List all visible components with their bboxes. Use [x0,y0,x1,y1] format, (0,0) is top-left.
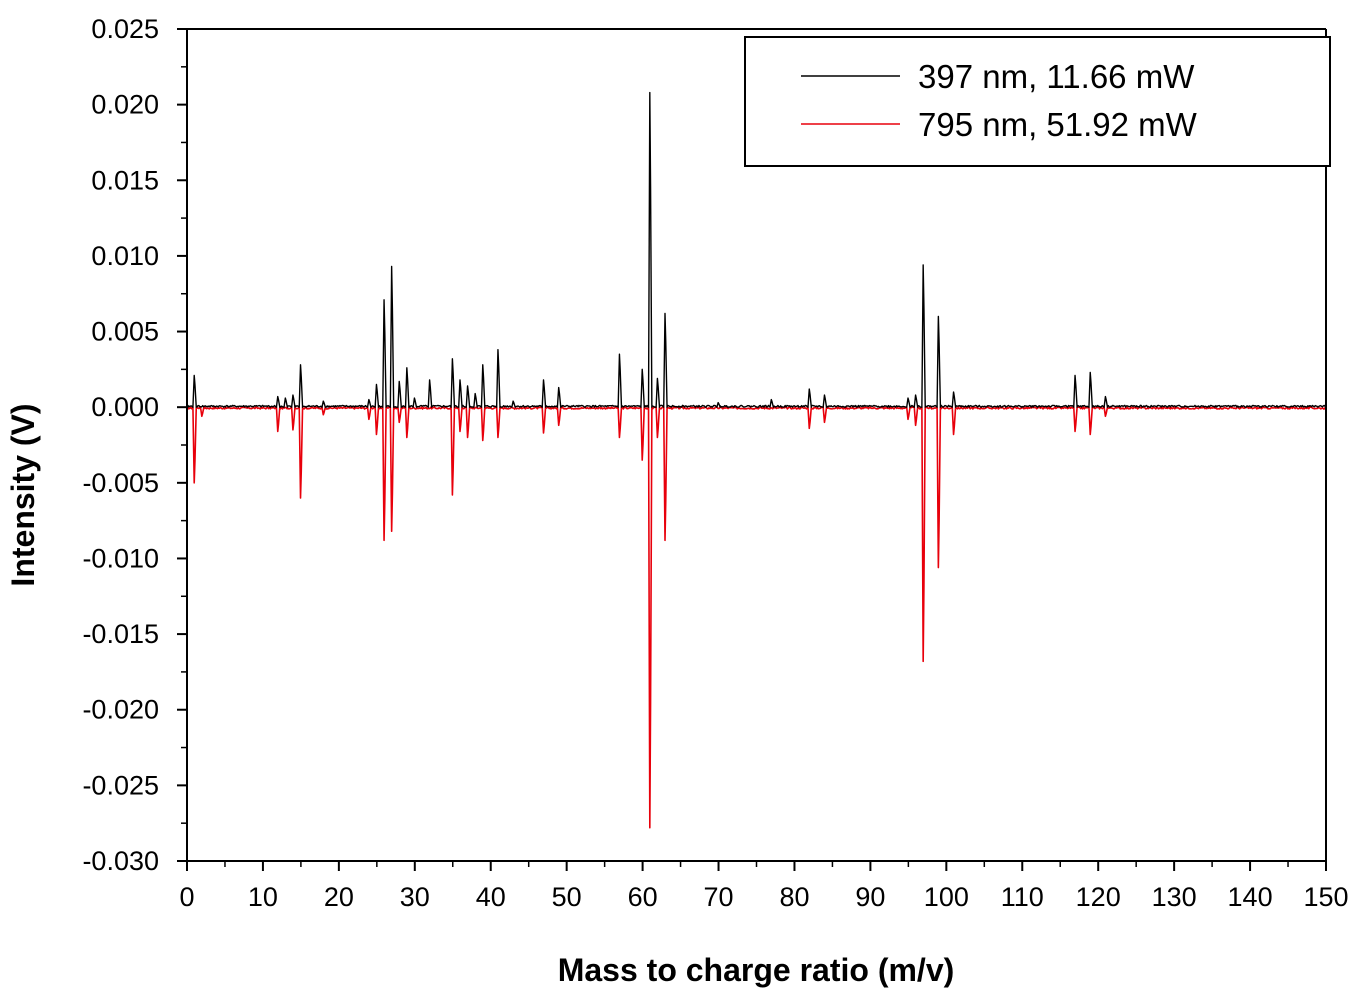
x-tick-label: 0 [179,882,194,912]
series-layer [186,91,1327,829]
x-tick-label: 140 [1228,882,1273,912]
x-tick-label: 130 [1152,882,1197,912]
y-tick-label: -0.010 [82,543,159,573]
y-tick-label: 0.010 [91,241,159,271]
y-tick-label: 0.000 [91,392,159,422]
y-tick-label: 0.015 [91,165,159,195]
legend: 397 nm, 11.66 mW 795 nm, 51.92 mW [744,36,1331,167]
y-tick-label: 0.020 [91,90,159,120]
x-tick-label: 110 [1001,882,1044,912]
y-tick-label: 0.025 [91,14,159,44]
y-tick-label: -0.030 [82,846,159,876]
axis-layer: 0 10 20 30 40 50 60 70 80 90 100 110 120 130 140 150 0.0… [5,14,1349,988]
x-tick-label: 150 [1303,882,1348,912]
legend-label-795nm: 795 nm, 51.92 mW [918,106,1198,143]
x-tick-label: 50 [552,882,582,912]
y-axis-title: Intensity (V) [5,403,41,586]
y-tick-label: -0.015 [82,619,159,649]
x-tick-label: 90 [855,882,885,912]
x-tick-label: 10 [248,882,278,912]
x-tick-label: 60 [628,882,658,912]
y-tick-label: -0.025 [82,770,159,800]
x-tick-label: 80 [779,882,809,912]
x-tick-label: 30 [400,882,430,912]
x-tick-label: 40 [476,882,506,912]
legend-label-397nm: 397 nm, 11.66 mW [918,58,1195,95]
series-line-397nm [186,91,1327,408]
x-tick-label: 120 [1076,882,1121,912]
y-tick-label: -0.005 [82,468,159,498]
legend-box [744,36,1331,167]
x-tick-label: 100 [924,882,969,912]
x-axis-title: Mass to charge ratio (m/v) [558,952,955,988]
x-tick-label: 70 [704,882,734,912]
y-tick-label: -0.020 [82,695,159,725]
y-tick-label: 0.005 [91,317,159,347]
series-line-795nm [186,406,1327,829]
x-tick-label: 20 [324,882,354,912]
